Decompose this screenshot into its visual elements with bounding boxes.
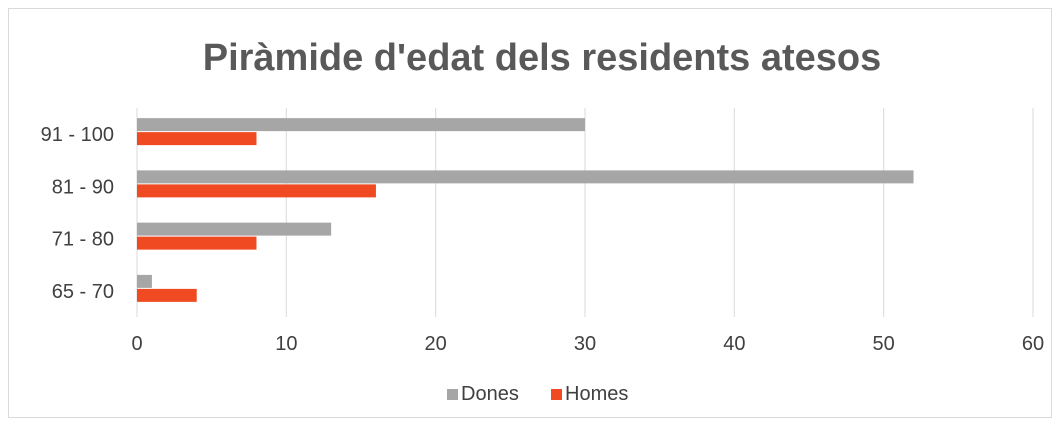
bar-dones-1: [137, 170, 914, 184]
chart-title: Piràmide d'edat dels residents atesos: [203, 37, 882, 79]
x-tick-label-3: 30: [574, 333, 596, 355]
legend: Dones Homes: [447, 383, 628, 405]
legend-swatch-dones: [447, 389, 458, 400]
bar-homes-2: [137, 236, 257, 250]
bar-dones-2: [137, 222, 332, 236]
legend-label-homes: Homes: [565, 383, 628, 405]
category-label-2: 71 - 80: [52, 229, 114, 251]
x-tick-label-5: 50: [873, 333, 895, 355]
x-tick-label-0: 0: [131, 333, 142, 355]
bars: [137, 118, 914, 302]
x-tick-label-2: 20: [425, 333, 447, 355]
category-label-3: 65 - 70: [52, 281, 114, 303]
category-labels: 91 - 100 81 - 90 71 - 80 65 - 70: [41, 124, 114, 303]
gridlines: [136, 108, 1034, 317]
legend-label-dones: Dones: [461, 383, 519, 405]
legend-swatch-homes: [551, 389, 562, 400]
bar-homes-3: [137, 288, 197, 302]
category-label-1: 81 - 90: [52, 176, 114, 198]
x-tick-label-6: 60: [1022, 333, 1044, 355]
chart-frame: [8, 8, 1052, 418]
bar-dones-0: [137, 118, 585, 132]
x-tick-label-4: 40: [723, 333, 745, 355]
bar-homes-1: [137, 184, 376, 198]
bar-homes-0: [137, 132, 257, 146]
bar-dones-3: [137, 274, 152, 288]
x-tick-label-1: 10: [275, 333, 297, 355]
x-axis-tick-labels: 0 10 20 30 40 50 60: [131, 333, 1044, 355]
category-label-0: 91 - 100: [41, 124, 114, 146]
